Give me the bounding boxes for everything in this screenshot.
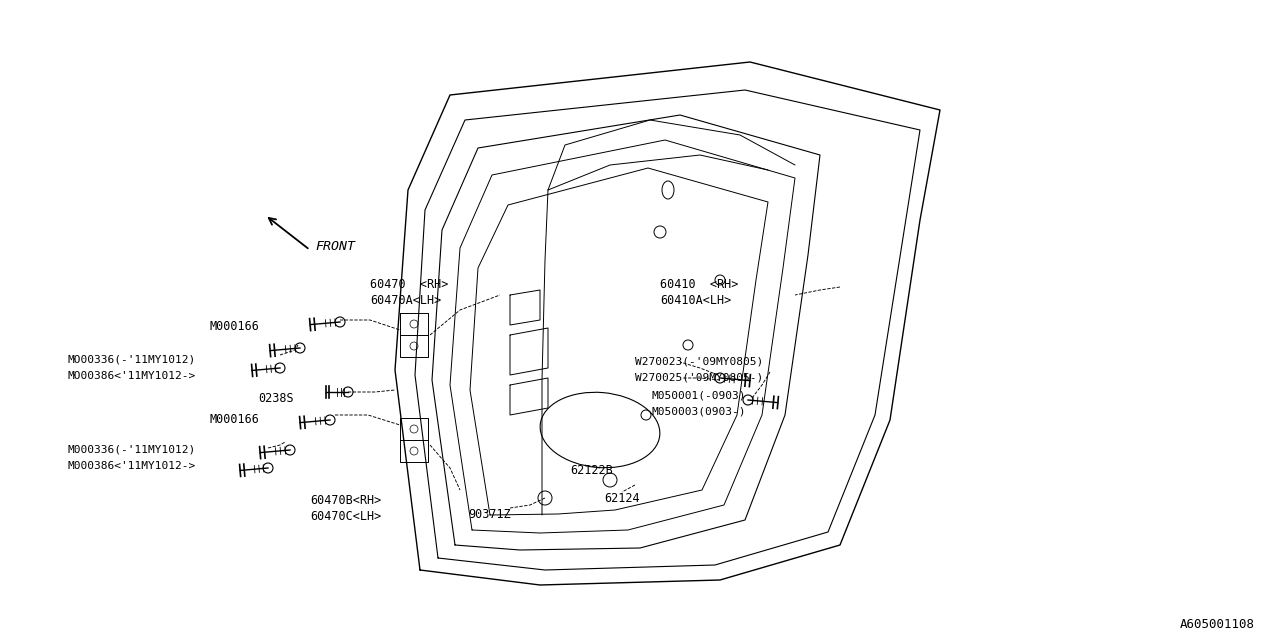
Text: 60470B<RH>: 60470B<RH> [310, 494, 381, 507]
Text: W270023(-'09MY0805): W270023(-'09MY0805) [635, 356, 763, 366]
Text: M050003(0903-): M050003(0903-) [652, 406, 746, 416]
Text: W270025('09MY0805-): W270025('09MY0805-) [635, 372, 763, 382]
Text: M000166: M000166 [210, 413, 260, 426]
Text: 90371Z: 90371Z [468, 508, 511, 521]
Text: MO00386<'11MY1012->: MO00386<'11MY1012-> [68, 371, 196, 381]
Text: 62122B: 62122B [570, 464, 613, 477]
Text: M050001(-0903): M050001(-0903) [652, 390, 746, 400]
Text: 60470C<LH>: 60470C<LH> [310, 510, 381, 523]
Text: M000166: M000166 [210, 320, 260, 333]
Text: 60470  <RH>: 60470 <RH> [370, 278, 448, 291]
Text: 62124: 62124 [604, 492, 640, 505]
Text: M000336(-'11MY1012): M000336(-'11MY1012) [68, 445, 196, 455]
Text: 60410A<LH>: 60410A<LH> [660, 294, 731, 307]
Text: 60470A<LH>: 60470A<LH> [370, 294, 442, 307]
Text: A605001108: A605001108 [1180, 618, 1254, 631]
Text: 0238S: 0238S [259, 392, 293, 405]
Text: M000386<'11MY1012->: M000386<'11MY1012-> [68, 461, 196, 471]
Text: MO00336(-'11MY1012): MO00336(-'11MY1012) [68, 355, 196, 365]
Text: FRONT: FRONT [315, 241, 355, 253]
Text: 60410  <RH>: 60410 <RH> [660, 278, 739, 291]
